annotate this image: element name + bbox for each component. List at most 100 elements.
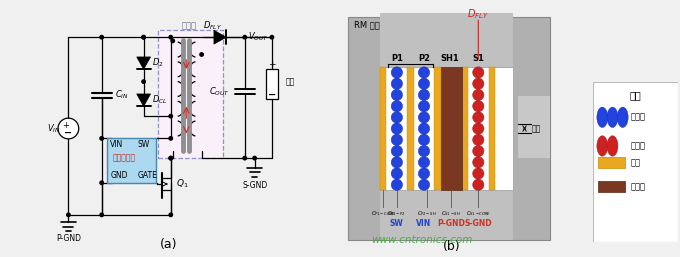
Polygon shape	[214, 30, 226, 44]
Circle shape	[473, 78, 484, 89]
Circle shape	[391, 67, 403, 78]
Circle shape	[391, 179, 403, 190]
Text: 负载: 负载	[286, 77, 294, 86]
FancyBboxPatch shape	[380, 13, 513, 67]
Circle shape	[391, 134, 403, 145]
Circle shape	[100, 137, 103, 140]
FancyBboxPatch shape	[158, 30, 222, 158]
Circle shape	[418, 134, 430, 145]
FancyBboxPatch shape	[348, 17, 550, 240]
Circle shape	[473, 89, 484, 101]
Circle shape	[391, 168, 403, 179]
Text: P1: P1	[391, 54, 403, 63]
Circle shape	[473, 168, 484, 179]
Circle shape	[418, 123, 430, 134]
Circle shape	[58, 118, 79, 139]
Text: GND: GND	[110, 171, 128, 180]
Circle shape	[100, 213, 103, 217]
Text: 次级圈: 次级圈	[630, 141, 645, 151]
Text: P2: P2	[418, 54, 430, 63]
Text: $C_{P1-CORE}$: $C_{P1-CORE}$	[371, 209, 396, 218]
Text: SW: SW	[137, 140, 150, 149]
Text: SH1: SH1	[440, 54, 459, 63]
Circle shape	[473, 112, 484, 123]
FancyBboxPatch shape	[380, 67, 513, 190]
Circle shape	[391, 112, 403, 123]
Circle shape	[473, 145, 484, 157]
Circle shape	[597, 107, 608, 127]
Circle shape	[418, 78, 430, 89]
FancyBboxPatch shape	[407, 67, 413, 190]
Text: RM 铁心: RM 铁心	[354, 20, 380, 29]
Circle shape	[473, 157, 484, 168]
Circle shape	[270, 35, 273, 39]
FancyBboxPatch shape	[266, 69, 278, 99]
Circle shape	[391, 145, 403, 157]
Text: S-GND: S-GND	[242, 181, 267, 190]
Circle shape	[473, 67, 484, 78]
Text: VIN: VIN	[416, 219, 432, 228]
Circle shape	[418, 100, 430, 112]
Text: 符号: 符号	[630, 90, 641, 100]
Circle shape	[100, 181, 103, 185]
FancyBboxPatch shape	[518, 96, 550, 158]
Circle shape	[100, 35, 103, 39]
Circle shape	[391, 89, 403, 101]
Circle shape	[169, 137, 173, 140]
Circle shape	[243, 156, 247, 160]
Circle shape	[473, 179, 484, 190]
Text: $Q_1$: $Q_1$	[175, 178, 188, 190]
Circle shape	[169, 213, 173, 217]
Circle shape	[391, 123, 403, 134]
FancyBboxPatch shape	[435, 67, 441, 190]
Circle shape	[418, 112, 430, 123]
Text: 反激控制器: 反激控制器	[112, 154, 135, 163]
Circle shape	[67, 213, 70, 217]
Polygon shape	[137, 57, 150, 69]
Circle shape	[171, 39, 175, 43]
Circle shape	[169, 114, 173, 118]
Text: P-GND: P-GND	[56, 234, 81, 243]
Text: 胶带: 胶带	[630, 158, 641, 167]
Text: $C_{S1-CORE}$: $C_{S1-CORE}$	[466, 209, 491, 218]
Text: 初级圈: 初级圈	[630, 113, 645, 122]
Circle shape	[169, 35, 173, 39]
Circle shape	[607, 107, 618, 127]
Circle shape	[169, 156, 173, 160]
Text: $V_{OUT}$: $V_{OUT}$	[248, 31, 269, 43]
FancyBboxPatch shape	[462, 67, 468, 190]
Text: $C_{OUT}$: $C_{OUT}$	[209, 85, 230, 98]
Circle shape	[142, 35, 146, 39]
Text: (b): (b)	[443, 241, 460, 253]
Circle shape	[418, 179, 430, 190]
FancyBboxPatch shape	[598, 181, 626, 192]
Polygon shape	[137, 94, 150, 106]
Text: $V_{IN}$: $V_{IN}$	[47, 122, 61, 135]
Circle shape	[391, 100, 403, 112]
Circle shape	[418, 157, 430, 168]
Text: $D_{FLY}$: $D_{FLY}$	[467, 7, 489, 21]
Circle shape	[473, 100, 484, 112]
Text: S1: S1	[473, 54, 484, 63]
Text: (a): (a)	[160, 238, 177, 251]
Circle shape	[142, 35, 146, 39]
Text: +: +	[62, 121, 69, 130]
Text: −: −	[268, 90, 276, 100]
Text: $C_{S1-SH}$: $C_{S1-SH}$	[441, 209, 461, 218]
Text: $C_{P1-P2}$: $C_{P1-P2}$	[388, 209, 407, 218]
Circle shape	[617, 107, 628, 127]
FancyBboxPatch shape	[489, 67, 495, 190]
Text: $D_2$: $D_2$	[152, 57, 164, 69]
Text: www.cntronics.com: www.cntronics.com	[371, 235, 473, 245]
Text: 气隙: 气隙	[532, 124, 541, 133]
Circle shape	[473, 134, 484, 145]
FancyBboxPatch shape	[598, 157, 626, 168]
Circle shape	[473, 123, 484, 134]
Circle shape	[418, 168, 430, 179]
Circle shape	[200, 53, 203, 56]
Text: $C_{P2-SH}$: $C_{P2-SH}$	[418, 209, 437, 218]
Text: S-GND: S-GND	[464, 219, 492, 228]
Circle shape	[418, 145, 430, 157]
Circle shape	[169, 156, 173, 160]
Circle shape	[391, 157, 403, 168]
